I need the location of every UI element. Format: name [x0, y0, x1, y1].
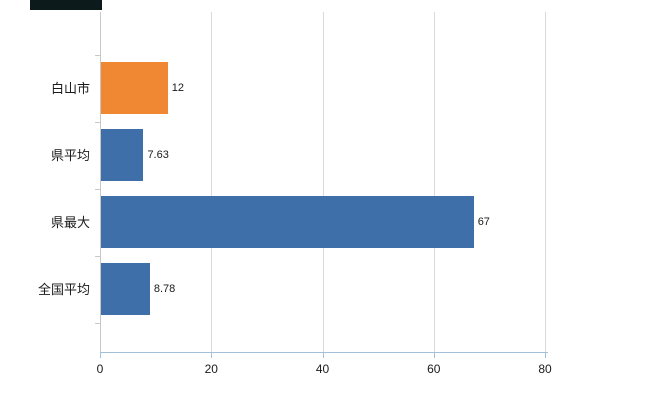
gridline [545, 12, 546, 352]
bar [101, 263, 150, 315]
x-tick-mark [322, 353, 324, 358]
x-tick-mark [545, 353, 546, 358]
x-tick-mark [211, 353, 213, 358]
bar [101, 62, 168, 114]
y-axis-line [100, 12, 101, 352]
x-tick-label: 60 [427, 362, 441, 376]
x-tick-label: 40 [315, 362, 330, 376]
bar-value-label: 7.63 [147, 149, 169, 161]
x-tick-label: 80 [538, 362, 552, 376]
x-tick-mark [100, 353, 101, 358]
bar-value-label: 8.78 [153, 283, 176, 295]
y-tick-mark [95, 121, 100, 123]
x-tick-label: 20 [204, 362, 218, 376]
y-tick-mark [95, 54, 100, 56]
category-label: 全国平均 [37, 282, 90, 297]
gridline [322, 12, 324, 352]
bar-value-label: 67 [477, 216, 490, 228]
y-tick-mark [95, 255, 100, 257]
x-axis-line [100, 352, 548, 353]
category-label: 白山市 [50, 81, 90, 96]
x-tick-mark [433, 353, 435, 358]
window-titlebar-fragment [30, 0, 102, 10]
gridline [433, 12, 435, 352]
gridline [211, 12, 213, 352]
category-label: 県平均 [50, 148, 90, 163]
bar-value-label: 12 [171, 82, 184, 94]
category-label: 県最大 [50, 215, 90, 230]
bar [101, 129, 144, 181]
y-tick-mark [95, 322, 100, 324]
x-tick-label: 0 [96, 362, 104, 376]
y-tick-mark [95, 188, 100, 190]
bar [101, 196, 474, 248]
